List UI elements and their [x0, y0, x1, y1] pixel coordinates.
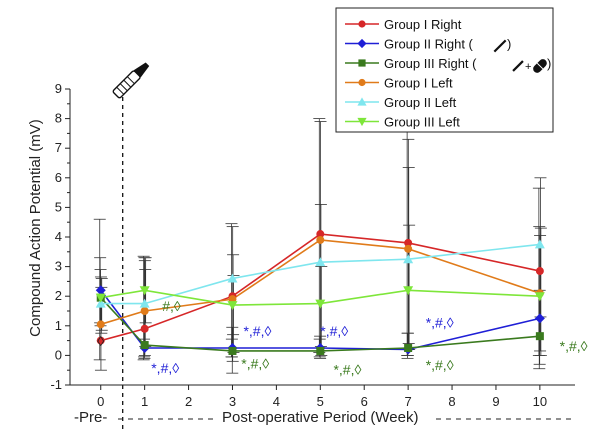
- x-tick-label: 3: [229, 394, 236, 409]
- legend-label: Group I Right: [384, 17, 462, 32]
- data-point-s6: [315, 299, 326, 309]
- legend-marker: [358, 20, 366, 28]
- legend-marker: [357, 38, 367, 49]
- series-markers: [95, 230, 545, 355]
- legend: Group I Right Group II Right ( Group III R…: [335, 7, 554, 133]
- legend-marker: [357, 117, 367, 127]
- data-point-s4: [404, 244, 413, 253]
- x-tick-label: 5: [317, 394, 324, 409]
- data-point-s1: [316, 230, 325, 239]
- data-point-s3: [404, 344, 413, 352]
- y-tick-label: 1: [55, 318, 62, 333]
- legend-box: [335, 7, 554, 133]
- data-point-s2: [534, 313, 545, 324]
- y-tick-label: 8: [55, 111, 62, 126]
- series-line-2: [100, 289, 541, 351]
- data-point-s4: [316, 235, 325, 244]
- data-point-s1: [404, 238, 413, 247]
- significance-label: *,#,◊: [151, 360, 179, 376]
- x-tick-label: 4: [273, 394, 280, 409]
- data-point-s6: [403, 286, 414, 296]
- x-tick-label: 1: [141, 394, 148, 409]
- legend-label: Group III Right (: [384, 56, 477, 71]
- y-tick-label: 0: [55, 347, 62, 362]
- significance-label: *,#,◊: [426, 314, 454, 330]
- data-point-s5: [227, 273, 238, 283]
- legend-scalpel-icon-1: [493, 39, 507, 53]
- y-axis-title: Compound Action Potential (mV): [27, 119, 44, 337]
- significance-label: *,#,◊: [426, 357, 454, 373]
- x-tick-label: 2: [185, 394, 192, 409]
- data-point-s3: [535, 332, 544, 341]
- legend-pill-icon: [533, 59, 547, 73]
- data-point-s5: [315, 257, 326, 267]
- legend-marker: [357, 97, 367, 106]
- data-point-s4: [96, 320, 105, 329]
- x-tick-label: 0: [97, 394, 104, 409]
- data-point-s2: [95, 285, 106, 296]
- legend-label: Group I Left: [384, 76, 453, 91]
- data-point-s6: [95, 293, 106, 303]
- significance-label: *,#,◊: [241, 356, 269, 372]
- significance-label: *,#,◊: [333, 362, 361, 378]
- x-tick-label: 8: [448, 394, 455, 409]
- significance-label: #,◊: [162, 298, 181, 314]
- legend-marker: [358, 78, 366, 87]
- data-point-s4: [140, 307, 149, 315]
- data-point-s5: [139, 298, 150, 308]
- x-tick-label: 9: [492, 394, 499, 409]
- legend-scalpel-icon-2: [512, 60, 524, 72]
- scalpel-icon: [112, 62, 150, 99]
- series-lines: [100, 233, 541, 352]
- y-tick-label: 4: [55, 229, 62, 244]
- legend-label-close: ): [547, 56, 551, 71]
- data-point-s6: [139, 286, 150, 296]
- y-tick-label: 9: [55, 81, 62, 96]
- significance-label: *,#,◊: [243, 323, 271, 339]
- data-point-s3: [140, 341, 149, 350]
- data-point-s1: [140, 324, 149, 333]
- significance-label: *,#,◊: [320, 323, 348, 339]
- data-point-s6: [534, 292, 545, 302]
- significance-label: *,#,◊: [560, 338, 588, 354]
- y-tick-label: -1: [50, 377, 62, 392]
- data-point-s6: [227, 301, 238, 311]
- x-tick-label: 10: [533, 394, 547, 409]
- legend-marker: [358, 59, 366, 67]
- data-point-s5: [534, 239, 545, 249]
- data-point-s1: [96, 336, 105, 345]
- legend-label: Group III Left: [384, 115, 460, 130]
- y-tick-label: 3: [55, 259, 62, 274]
- y-tick-label: 5: [55, 199, 62, 214]
- legend-label: Group II Left: [384, 95, 457, 110]
- y-tick-label: 2: [55, 288, 62, 303]
- y-tick-label: 6: [55, 170, 62, 185]
- significance-label: ◊: [97, 333, 104, 349]
- data-point-s1: [535, 267, 544, 276]
- series-line-5: [100, 243, 540, 305]
- data-point-s3: [316, 346, 325, 355]
- data-point-s5: [95, 298, 106, 308]
- legend-label: Group II Right (: [384, 37, 474, 52]
- series-line-3: [100, 297, 540, 352]
- data-point-s3: [228, 346, 237, 355]
- data-point-s5: [403, 254, 414, 264]
- axes: -1 0 1 2 3 4 5 6 7 8 9 0 1 2 3 4 5 6 7 8 9 10: [50, 81, 575, 409]
- x-tick-label: 7: [405, 394, 412, 409]
- significance-annotations: ◊ *,#,◊ #,◊ *,#,◊ *,#,◊ *,#,◊ *,#,◊ *,#,◊ *,#,◊ *…: [97, 298, 587, 378]
- x-axis-title: Post-operative Period (Week): [222, 409, 418, 426]
- y-tick-label: 7: [55, 140, 62, 155]
- legend-label-close: ): [507, 37, 511, 52]
- legend-plus: +: [525, 61, 531, 73]
- x-tick-label: 6: [361, 394, 368, 409]
- pre-period-label: -Pre-: [74, 409, 107, 426]
- series-line-6: [100, 289, 540, 306]
- series-line-1: [100, 233, 541, 342]
